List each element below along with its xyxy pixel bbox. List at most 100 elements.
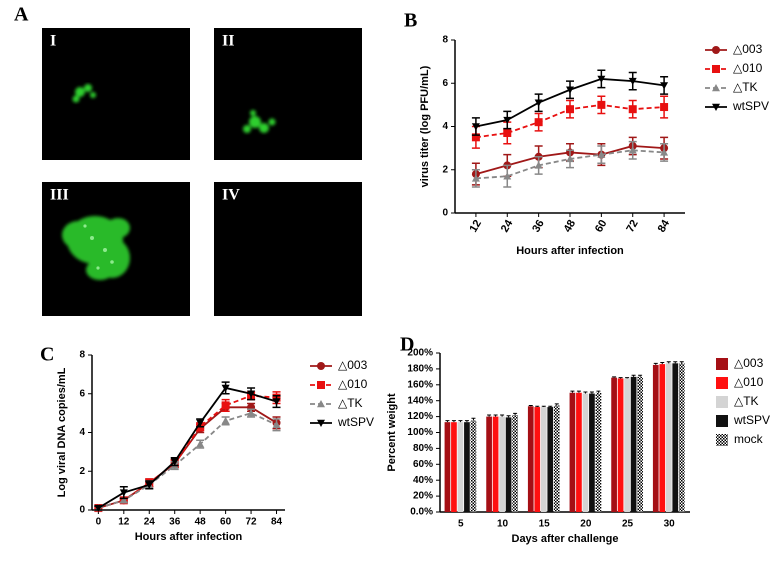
x-tick-label: 48	[195, 517, 207, 528]
y-tick-label: 6	[79, 388, 85, 399]
legend-marker	[317, 362, 325, 370]
image-label: III	[50, 187, 69, 204]
micrograph	[214, 28, 362, 160]
marker	[196, 440, 205, 448]
x-axis-label: Hours after infection	[516, 245, 624, 257]
legend-marker	[712, 84, 720, 92]
legend-label: wtSPV	[732, 99, 769, 113]
error-bar	[451, 420, 456, 423]
y-tick-label: 80%	[413, 443, 433, 454]
error-bar	[471, 417, 476, 421]
x-tick-label: 72	[246, 517, 258, 528]
legend-marker	[317, 419, 325, 427]
marker	[471, 174, 480, 182]
panel-label: D	[400, 334, 414, 356]
marker	[628, 105, 637, 114]
x-tick-label: 0	[96, 517, 102, 528]
bar	[486, 416, 492, 512]
marker	[534, 161, 543, 169]
bar	[512, 415, 518, 512]
legend-label: △003	[733, 42, 763, 56]
legend-label: △010	[338, 377, 368, 391]
bar	[540, 407, 547, 512]
legend-swatch	[716, 377, 728, 389]
y-tick-label: 8	[442, 35, 448, 46]
legend-swatch	[716, 358, 728, 370]
y-tick-label: 140%	[407, 395, 433, 406]
bar	[672, 363, 679, 512]
bar	[451, 422, 457, 512]
y-tick-label: 4	[442, 121, 448, 132]
series-line	[98, 412, 277, 509]
image-label: II	[222, 33, 234, 50]
y-tick-label: 120%	[407, 411, 433, 422]
y-tick-label: 6	[442, 78, 448, 89]
error-bar	[589, 391, 594, 394]
legend-label: △003	[338, 358, 368, 372]
bar	[547, 407, 554, 512]
legend-label: mock	[734, 432, 764, 446]
legend-label: △010	[733, 61, 763, 75]
bar	[444, 422, 451, 512]
y-tick-label: 180%	[407, 364, 433, 375]
y-tick-label: 160%	[407, 379, 433, 390]
x-tick-label: 24	[499, 217, 516, 234]
marker	[471, 123, 480, 131]
marker	[534, 99, 543, 107]
bar	[652, 364, 659, 512]
legend-swatch	[716, 434, 728, 446]
marker	[566, 105, 574, 114]
bar	[611, 377, 617, 512]
bar	[576, 392, 582, 512]
marker	[660, 148, 669, 156]
bar	[595, 392, 602, 512]
x-tick-label: 10	[497, 519, 509, 530]
marker	[566, 154, 574, 163]
panel-label: C	[40, 344, 54, 366]
x-tick-label: 12	[468, 218, 485, 235]
micrograph	[42, 28, 190, 160]
y-tick-label: 200%	[407, 348, 433, 359]
x-tick-label: 36	[530, 218, 547, 235]
marker	[119, 496, 128, 504]
y-tick-label: 8	[79, 350, 85, 361]
y-axis-label: Log viral DNA copies/mL	[56, 367, 68, 497]
error-bar	[528, 404, 533, 407]
marker	[272, 420, 281, 428]
error-bar	[445, 420, 450, 423]
bar	[553, 405, 560, 512]
error-bar	[612, 376, 617, 378]
marker	[94, 504, 103, 513]
x-tick-label: 72	[624, 218, 641, 235]
y-tick-label: 2	[442, 164, 448, 175]
legend-label: △003	[734, 356, 764, 370]
marker	[247, 390, 256, 398]
error-bar	[596, 390, 601, 393]
x-tick-label: 24	[144, 517, 156, 528]
x-tick-label: 84	[656, 217, 673, 234]
y-tick-label: 60%	[413, 459, 433, 470]
x-tick-label: 5	[458, 519, 464, 530]
y-tick-label: 0	[79, 505, 85, 516]
y-tick-label: 20%	[413, 491, 433, 502]
x-tick-label: 25	[622, 519, 634, 530]
marker	[660, 103, 669, 112]
marker	[660, 82, 669, 90]
marker	[534, 118, 543, 127]
bar	[505, 417, 512, 512]
marker	[628, 77, 637, 86]
bar	[617, 378, 624, 512]
error-bar	[513, 412, 518, 416]
error-bar	[679, 361, 684, 364]
marker	[170, 458, 179, 466]
x-tick-label: 20	[580, 519, 592, 530]
marker	[503, 116, 512, 125]
x-tick-label: 60	[220, 517, 232, 528]
panel-label: A	[14, 4, 29, 26]
y-tick-label: 40%	[413, 475, 433, 486]
error-bar	[631, 374, 636, 377]
bar	[464, 422, 470, 512]
error-bar	[458, 420, 463, 423]
legend-swatch	[716, 396, 728, 408]
